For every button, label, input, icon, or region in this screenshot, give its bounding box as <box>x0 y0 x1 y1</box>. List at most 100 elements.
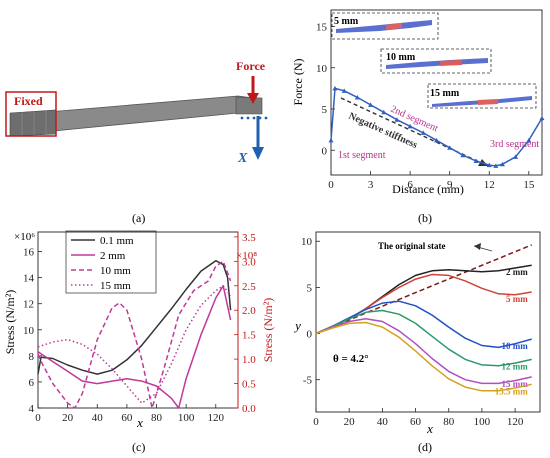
x-tick-label-c: 0 <box>35 412 41 424</box>
x-tick-label-c: 40 <box>92 412 104 424</box>
caption-c: (c) <box>132 440 145 454</box>
series-line-c-0 <box>37 259 232 375</box>
d-theta: θ = 4.2° <box>333 353 369 365</box>
data-marker-b <box>420 130 426 135</box>
y-tick-label-d: 5 <box>307 282 313 294</box>
d-ylabel: y <box>293 318 301 333</box>
d-original-state: The original state <box>378 241 446 251</box>
series-label-d-5: 15 mm <box>501 379 528 389</box>
b-xlabel: Distance (mm) <box>392 182 464 196</box>
data-marker-b <box>486 162 492 168</box>
series-line-d-3 <box>315 300 532 349</box>
y-right-tick-label-c: 3.0 <box>242 256 256 268</box>
series-line-d-5 <box>315 318 532 385</box>
y-right-tick-label-c: 2.0 <box>242 305 256 317</box>
legend-10mm: 10 mm <box>100 265 131 277</box>
c-ylabel: Stress (N/m²) <box>3 290 17 355</box>
y-right-tick-label-c: 0.0 <box>242 403 256 415</box>
y-tick-label-b: 5 <box>322 104 328 116</box>
inset-10mm: 10 mm <box>380 48 492 74</box>
legend-2mm: 2 mm <box>100 250 126 262</box>
c-xlabel: x <box>136 415 143 430</box>
y-tick-label-c: 12 <box>23 299 34 311</box>
x-tick-label-c: 100 <box>178 412 195 424</box>
series-line-c-3 <box>37 285 232 404</box>
x-tick-label-d: 60 <box>410 416 422 428</box>
fixed-label: Fixed <box>14 94 43 108</box>
series-line-d-6 <box>315 321 532 392</box>
data-marker-b <box>354 94 360 100</box>
inset-15mm-label: 15 mm <box>430 88 460 99</box>
series-label-d-3: 10 mm <box>501 341 528 351</box>
x-tick-label-b: 15 <box>523 179 535 191</box>
b-ylabel: Force (N) <box>291 59 305 106</box>
panel-a: Fixed Force X (a) <box>5 59 268 225</box>
caption-a: (a) <box>132 211 145 225</box>
c-exp-left: ×10⁶ <box>14 231 35 243</box>
x-tick-label-d: 80 <box>443 416 455 428</box>
caption-d: (d) <box>418 440 432 454</box>
y-tick-label-b: 10 <box>316 63 328 75</box>
data-marker-b <box>493 163 499 168</box>
y-tick-label-c: 6 <box>29 377 35 389</box>
series-label-d-4: 12 mm <box>501 361 528 371</box>
annot-3rd-segment: 3rd segment <box>490 139 539 150</box>
caption-b: (b) <box>418 211 432 225</box>
inset-5mm-label: 5 mm <box>334 16 359 27</box>
y-tick-label-c: 10 <box>23 325 35 337</box>
fixed-box <box>5 91 57 137</box>
data-marker-b <box>434 137 439 143</box>
x-tick-label-d: 20 <box>344 416 356 428</box>
data-marker-b <box>381 109 387 115</box>
y-right-tick-label-c: 1.0 <box>242 354 256 366</box>
chart-c: 0 20 40 60 80 100 120 4 6 8 10 12 14 16 0.0 0.5 1.0 1.5 2.… <box>23 231 256 424</box>
chart-b: 0 3 6 9 12 15 0 5 10 15 <box>316 9 545 191</box>
x-tick-label-c: 60 <box>121 412 133 424</box>
c-exp-right: ×10⁸ <box>236 250 257 262</box>
y-tick-label-c: 16 <box>23 247 35 259</box>
data-marker-b <box>473 158 479 163</box>
y-tick-label-b: 15 <box>316 22 328 34</box>
legend-0.1mm: 0.1 mm <box>100 235 134 247</box>
plot-frame-d <box>315 231 541 413</box>
data-marker-b <box>513 154 519 159</box>
data-marker-b <box>526 137 532 143</box>
y-tick-label-c: 14 <box>23 273 35 285</box>
y-right-tick-label-c: 2.5 <box>242 281 256 293</box>
y-tick-label-c: 8 <box>29 351 35 363</box>
x-tick-label-b: 3 <box>368 179 374 191</box>
y-right-tick-label-c: 1.5 <box>242 330 256 342</box>
series-label-d-1: 2 mm <box>506 267 528 277</box>
data-marker-b <box>539 115 545 121</box>
data-marker-b <box>341 88 347 93</box>
series-label-d-6: 15.5 mm <box>495 386 528 396</box>
inset-15mm: 15 mm <box>427 83 537 109</box>
x-tick-label-b: 9 <box>447 179 453 191</box>
x-tick-label-c: 120 <box>208 412 225 424</box>
y-tick-label-d: -5 <box>303 375 313 387</box>
series-line-d-0 <box>315 244 532 335</box>
y-right-tick-label-c: 3.5 <box>242 232 256 244</box>
x-tick-label-d: 100 <box>474 416 491 428</box>
c-legend: 0.1 mm 2 mm 10 mm 15 mm <box>65 230 157 294</box>
x-tick-label-d: 120 <box>507 416 524 428</box>
beam-free-end <box>235 96 263 115</box>
chart-d: 0 20 40 60 80 100 120 -5 0 5 10 2 mm 5 mm 10 mm 12 mm 1… <box>301 231 541 428</box>
data-marker-b <box>394 117 400 122</box>
beam-fixed-end <box>9 109 57 137</box>
series-label-d-2: 5 mm <box>506 294 528 304</box>
data-marker-b <box>328 137 334 143</box>
y-tick-label-d: 10 <box>301 236 313 248</box>
series-line-d-4 <box>315 309 532 367</box>
y-tick-label-b: 0 <box>322 145 328 157</box>
inset-5mm: 5 mm <box>331 12 439 40</box>
x-tick-label-c: 20 <box>62 412 74 424</box>
data-marker-b <box>407 123 413 129</box>
c-ylabel-right: Stress (N/m²) <box>261 298 275 363</box>
annot-1st-segment: 1st segment <box>338 150 386 161</box>
x-tick-label-d: 40 <box>377 416 389 428</box>
y-tick-label-d: 0 <box>307 329 313 341</box>
x-tick-label-b: 6 <box>407 179 413 191</box>
force-label: Force <box>236 59 266 73</box>
